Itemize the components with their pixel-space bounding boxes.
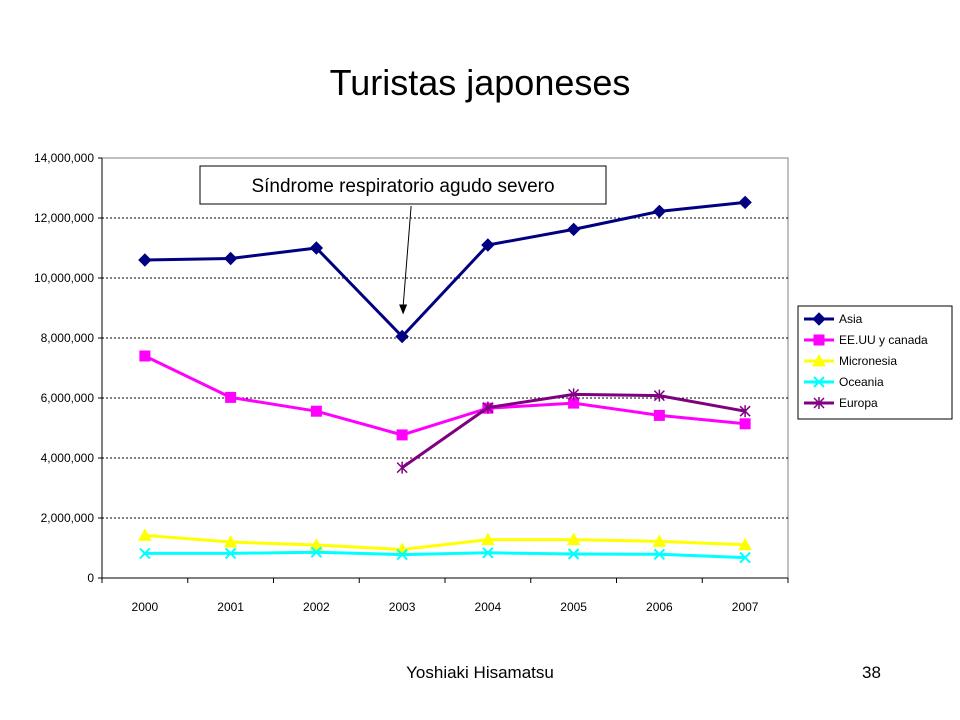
- data-point: [567, 548, 580, 560]
- marker-stroke: [482, 547, 494, 559]
- series-4: [396, 388, 751, 474]
- footer-author: Yoshiaki Hisamatsu: [406, 663, 554, 682]
- legend-marker: [812, 312, 826, 326]
- marker-stroke: [813, 376, 825, 388]
- annotation-arrowhead: [399, 304, 408, 315]
- y-tick-label: 2,000,000: [41, 511, 95, 525]
- data-point: [396, 461, 408, 474]
- x-tick-label: 2001: [217, 600, 244, 614]
- data-point: [225, 391, 237, 403]
- annotation-text: Síndrome respiratorio agudo severo: [251, 176, 554, 197]
- legend-entry: Europa: [804, 396, 878, 410]
- data-point: [566, 222, 581, 237]
- x-tick-label: 2002: [303, 600, 330, 614]
- data-point: [481, 238, 495, 252]
- legend-entry: EE.UU y canada: [804, 333, 928, 347]
- data-point: [396, 548, 408, 561]
- legend-label: Asia: [839, 312, 863, 326]
- series-0: [138, 195, 752, 344]
- data-point: [395, 329, 409, 344]
- page-number: 38: [862, 663, 881, 682]
- marker-stroke: [567, 548, 580, 560]
- data-point: [652, 204, 667, 219]
- legend-entry: Asia: [804, 312, 863, 326]
- x-tick-label: 2005: [560, 600, 587, 614]
- legend-label: EE.UU y canada: [839, 333, 928, 347]
- legend-label: Oceania: [839, 375, 884, 389]
- marker-stroke: [739, 551, 751, 564]
- x-tick-label: 2000: [132, 600, 159, 614]
- marker-stroke: [224, 547, 237, 560]
- series-line: [144, 550, 746, 560]
- data-point: [310, 546, 323, 558]
- data-point: [309, 537, 324, 551]
- marker-stroke: [396, 548, 408, 561]
- series-line: [144, 200, 746, 338]
- data-point: [223, 534, 238, 548]
- y-tick-label: 4,000,000: [41, 451, 95, 465]
- data-point: [309, 241, 324, 255]
- annotation-arrow-line: [402, 205, 412, 307]
- data-point: [738, 195, 752, 210]
- series-2: [138, 528, 752, 555]
- data-point: [739, 551, 751, 564]
- data-point: [139, 547, 151, 560]
- data-point: [653, 548, 666, 561]
- data-point: [138, 528, 152, 541]
- legend-marker: [813, 397, 825, 409]
- data-point: [481, 532, 495, 546]
- x-tick-label: 2006: [646, 600, 673, 614]
- data-point: [738, 537, 752, 551]
- chart-title: Turistas japoneses: [329, 62, 631, 103]
- legend-label: Europa: [839, 396, 878, 410]
- data-point: [396, 429, 408, 441]
- data-point: [482, 547, 494, 559]
- series-3: [139, 546, 751, 564]
- data-point: [223, 251, 238, 266]
- data-point: [653, 389, 665, 402]
- data-point: [739, 418, 751, 430]
- data-point: [568, 388, 580, 401]
- legend-marker: [813, 376, 825, 388]
- data-point: [139, 350, 151, 362]
- x-tick-label: 2004: [475, 600, 502, 614]
- x-tick-label: 2003: [389, 600, 416, 614]
- y-tick-label: 14,000,000: [34, 151, 94, 165]
- marker-stroke: [653, 548, 666, 561]
- data-point: [739, 405, 751, 418]
- data-point: [310, 405, 322, 417]
- series-layer: [138, 195, 752, 564]
- legend-marker: [812, 353, 826, 367]
- x-tick-label: 2007: [732, 600, 759, 614]
- legend-label: Micronesia: [839, 354, 897, 368]
- data-point: [566, 532, 581, 546]
- series-line: [144, 354, 746, 437]
- marker-stroke: [310, 546, 323, 558]
- annotation: Síndrome respiratorio agudo severo: [199, 165, 607, 315]
- grid-lines: [101, 157, 789, 579]
- data-point: [224, 547, 237, 560]
- series-line: [144, 533, 746, 551]
- y-tick-label: 6,000,000: [41, 391, 95, 405]
- y-tick-label: 10,000,000: [34, 271, 94, 285]
- y-tick-label: 12,000,000: [34, 211, 94, 225]
- legend-entry: Oceania: [804, 375, 884, 389]
- legend-entry: Micronesia: [804, 353, 897, 368]
- plot-area-border: [101, 157, 789, 579]
- marker-stroke: [139, 547, 151, 560]
- legend: Asia EE.UU y canada Micronesia Oceania Europ…: [797, 305, 953, 420]
- axes: 0 2,000,000 4,000,000 6,000,000 8,000,000 10,…: [34, 151, 789, 614]
- data-point: [138, 253, 152, 267]
- data-point: [652, 534, 667, 547]
- annotation-box: [199, 165, 607, 205]
- y-tick-label: 8,000,000: [41, 331, 95, 345]
- y-tick-label: 0: [87, 571, 94, 585]
- legend-marker: [813, 334, 825, 346]
- data-point: [482, 401, 494, 414]
- data-point: [653, 409, 665, 421]
